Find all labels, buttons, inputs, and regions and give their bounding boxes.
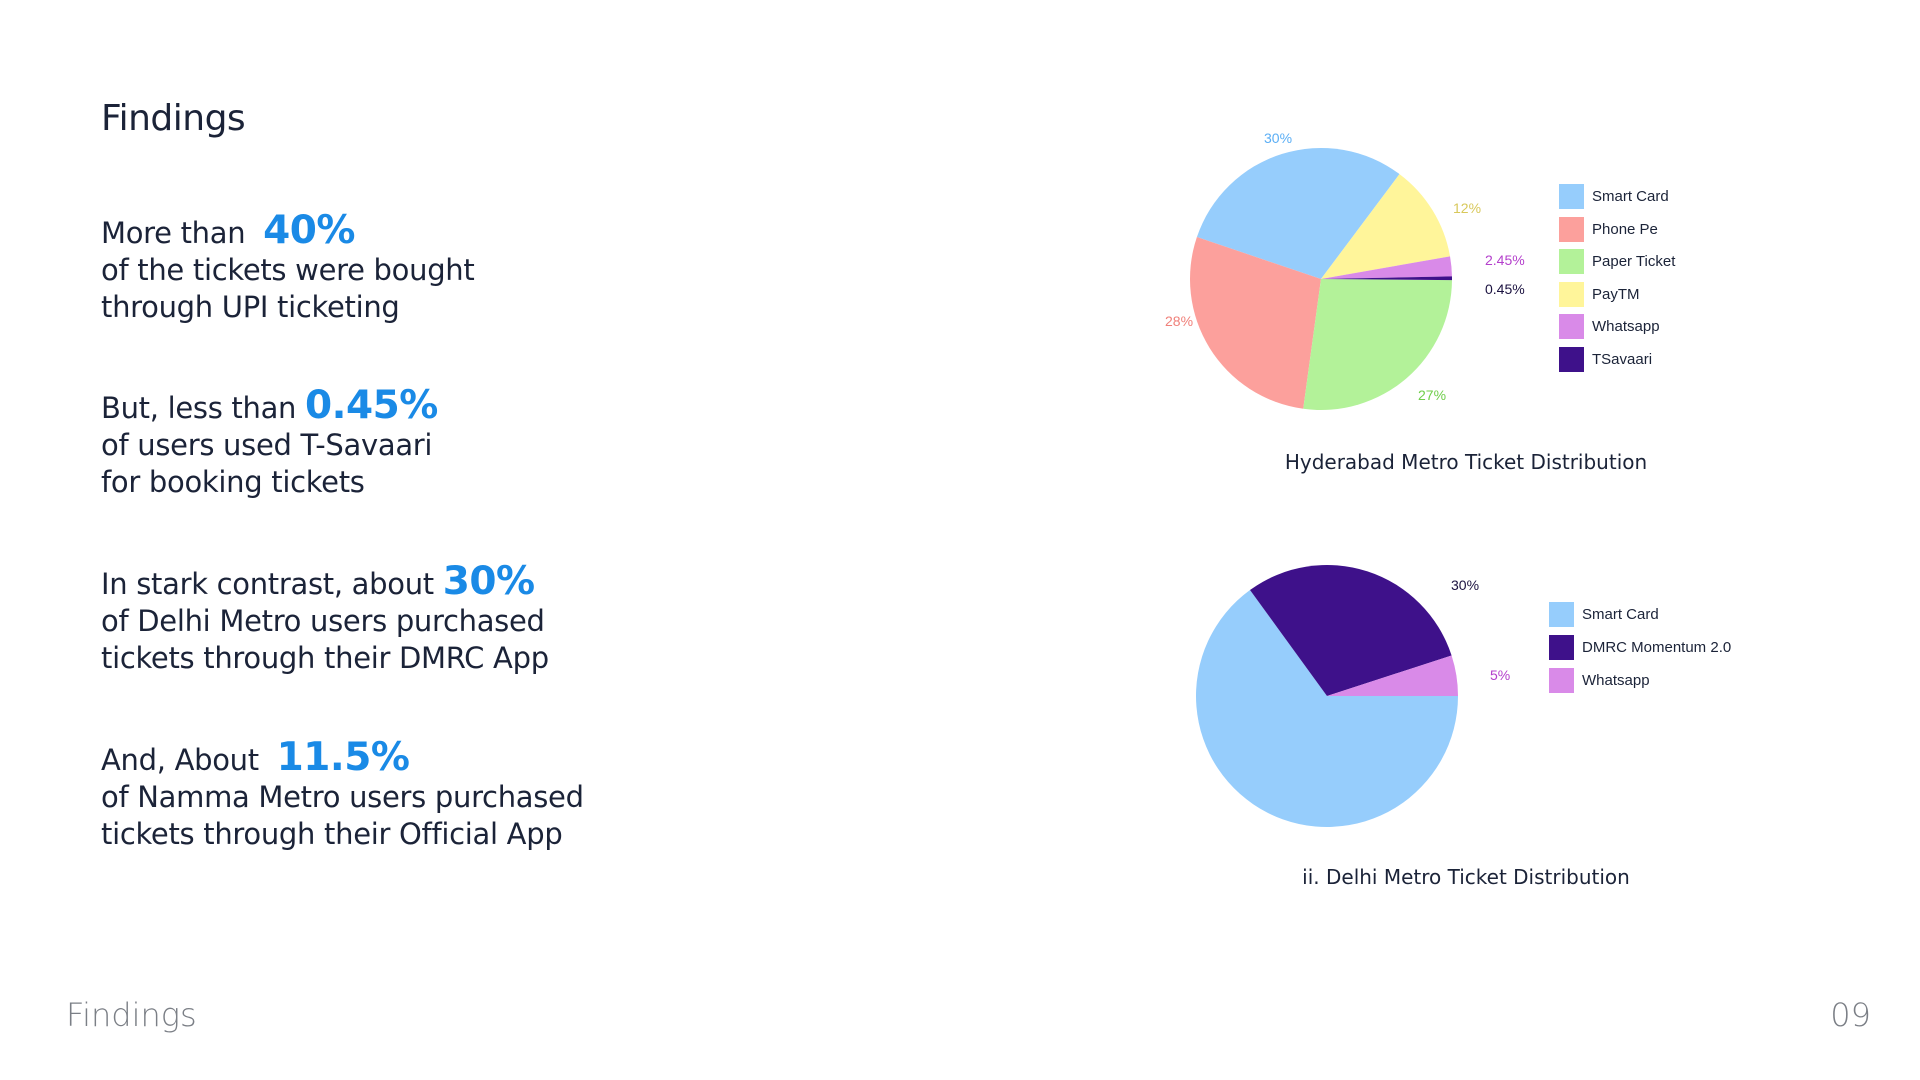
legend-label: PayTM bbox=[1592, 285, 1640, 303]
finding-line: tickets through their Official App bbox=[101, 817, 563, 851]
finding-line: of the tickets were bought bbox=[101, 253, 475, 287]
legend-item: Whatsapp bbox=[1559, 314, 1660, 339]
legend-item: TSavaari bbox=[1559, 346, 1653, 372]
legend-label: Paper Ticket bbox=[1592, 253, 1676, 270]
footer-label: Findings bbox=[66, 996, 197, 1034]
legend-swatch bbox=[1559, 249, 1584, 274]
finding-line: tickets through their DMRC App bbox=[101, 641, 549, 675]
slice-label: 5% bbox=[1490, 667, 1510, 683]
legend-item: PayTM bbox=[1559, 281, 1640, 307]
finding-line: of Namma Metro users purchased bbox=[101, 780, 584, 814]
pie-group-1: 30% 5% bbox=[1196, 565, 1510, 827]
slice-label: 28% bbox=[1165, 313, 1193, 329]
chart-title-hyderabad: Hyderabad Metro Ticket Distribution bbox=[1284, 450, 1648, 474]
pie-slice-paper-ticket bbox=[1303, 279, 1452, 410]
finding-line: of users used T-Savaari bbox=[101, 428, 433, 462]
pie-slice-paytm bbox=[1321, 174, 1451, 279]
finding-namma: And, About 11.5% of Namma Metro users pu… bbox=[101, 738, 584, 853]
legend-swatch bbox=[1559, 346, 1584, 372]
legend-swatch bbox=[1559, 216, 1584, 242]
pie-group-0: 30% 28% 27% 12% 2.45% 0.45% bbox=[1165, 130, 1525, 410]
finding-prefix: In stark contrast, about bbox=[101, 567, 434, 601]
finding-prefix: But, less than bbox=[101, 391, 297, 425]
finding-line: of Delhi Metro users purchased bbox=[101, 604, 545, 638]
finding-tsavaari: But, less than 0.45% of users used T-Sav… bbox=[101, 386, 438, 501]
legend-swatch bbox=[1549, 602, 1574, 627]
legend-label: DMRC Momentum 2.0 bbox=[1582, 639, 1732, 656]
slice-label: 27% bbox=[1418, 387, 1446, 403]
legend-swatch bbox=[1549, 635, 1574, 660]
legend-item: Smart Card bbox=[1549, 602, 1659, 627]
legend-item: Paper Ticket bbox=[1559, 249, 1675, 274]
finding-prefix: More than bbox=[101, 216, 246, 250]
slice-label: 12% bbox=[1453, 200, 1481, 216]
pie-slice-whatsapp bbox=[1327, 655, 1458, 696]
finding-line: for booking tickets bbox=[101, 465, 365, 499]
legend-label: Smart Card bbox=[1582, 606, 1659, 623]
legend-label: Phone Pe bbox=[1592, 220, 1658, 238]
legend-label: Whatsapp bbox=[1582, 672, 1650, 689]
pie-slice-tsavaari bbox=[1321, 276, 1452, 281]
slice-label: 0.45% bbox=[1485, 281, 1525, 297]
finding-prefix: And, About bbox=[101, 743, 259, 777]
finding-highlight: 0.45% bbox=[305, 383, 438, 428]
finding-upi: More than 40% of the tickets were bought… bbox=[101, 211, 475, 326]
legend-item: Phone Pe bbox=[1559, 216, 1658, 242]
legend-swatch bbox=[1559, 314, 1584, 339]
pie-slice-smart-card bbox=[1196, 590, 1458, 827]
pie-slice-phone-pe bbox=[1190, 237, 1321, 409]
finding-line: through UPI ticketing bbox=[101, 290, 400, 324]
legend-label: TSavaari bbox=[1592, 350, 1653, 368]
page-title: Findings bbox=[101, 98, 246, 139]
finding-highlight: 11.5% bbox=[276, 735, 410, 780]
slice-label: 30% bbox=[1451, 577, 1479, 593]
legend-label: Smart Card bbox=[1592, 188, 1669, 205]
chart-title-delhi: ii. Delhi Metro Ticket Distribution bbox=[1302, 865, 1630, 889]
pie-slice-smart-card bbox=[1196, 147, 1400, 279]
legend-item: DMRC Momentum 2.0 bbox=[1549, 635, 1731, 660]
slice-label: 30% bbox=[1264, 130, 1292, 146]
legend-label: Whatsapp bbox=[1592, 318, 1660, 335]
finding-highlight: 30% bbox=[442, 559, 535, 604]
legend-swatch bbox=[1549, 668, 1574, 693]
legend-item: Whatsapp bbox=[1549, 668, 1650, 693]
slice-label: 2.45% bbox=[1485, 252, 1525, 268]
legend-swatch bbox=[1559, 184, 1584, 209]
legend-swatch bbox=[1559, 281, 1584, 307]
legend-item: Smart Card bbox=[1559, 184, 1669, 209]
page-number: 09 bbox=[1830, 996, 1871, 1034]
pie-slice-whatsapp bbox=[1321, 256, 1452, 279]
finding-delhi: In stark contrast, about 30% of Delhi Me… bbox=[101, 562, 549, 677]
pie-slice-dmrc-momentum-2-0 bbox=[1250, 565, 1452, 696]
finding-highlight: 40% bbox=[263, 208, 356, 253]
